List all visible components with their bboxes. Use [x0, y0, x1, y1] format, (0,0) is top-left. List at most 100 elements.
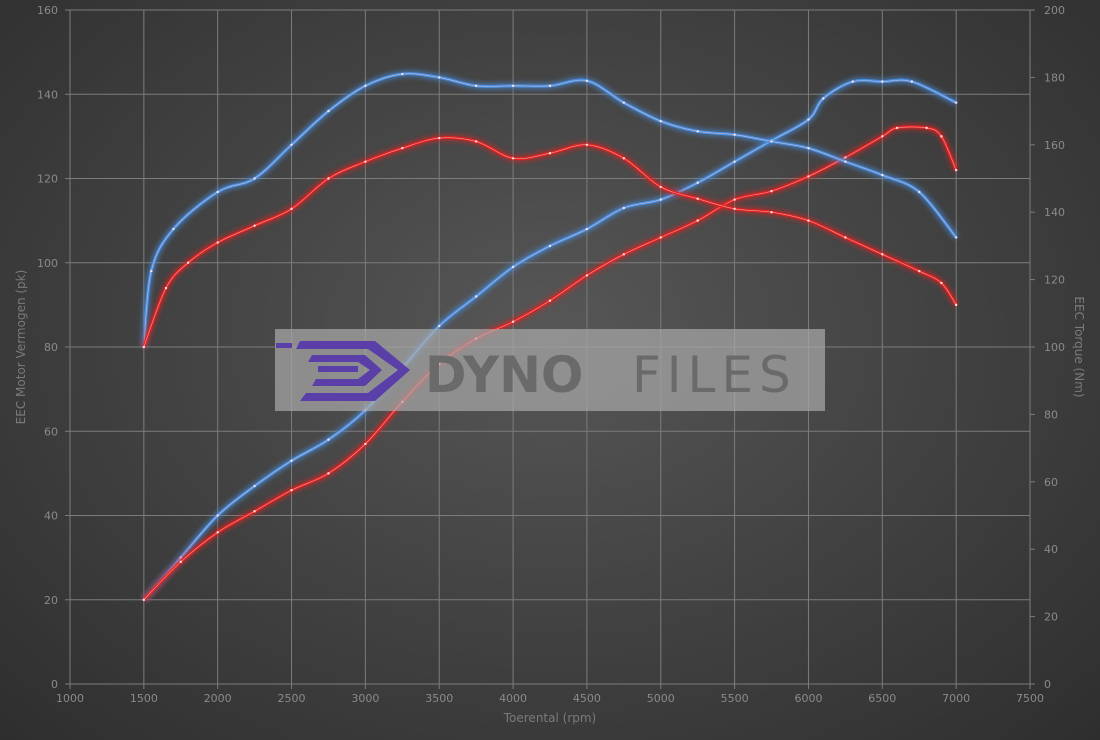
- y2-tick-label: 40: [1044, 543, 1058, 556]
- y-axis-label: EEC Motor Vermogen (pk): [14, 270, 28, 425]
- x-tick-label: 5000: [647, 692, 675, 705]
- y-tick-label: 80: [44, 341, 58, 354]
- y2-tick-label: 100: [1044, 341, 1065, 354]
- data-point: [150, 269, 153, 273]
- x-tick-label: 1500: [130, 692, 158, 705]
- data-point: [327, 177, 330, 180]
- y2-tick-label: 0: [1044, 678, 1051, 691]
- data-point: [696, 219, 699, 222]
- data-point: [179, 560, 182, 564]
- series-3-torque: [140, 134, 960, 349]
- data-point: [585, 143, 589, 146]
- data-point: [822, 97, 825, 100]
- data-point: [474, 84, 478, 88]
- series-core: [143, 73, 957, 348]
- x-tick-label: 2500: [278, 692, 306, 705]
- data-point: [940, 281, 943, 285]
- data-point: [327, 109, 330, 113]
- series-lines: [140, 70, 960, 603]
- x-tick-label: 3500: [425, 692, 453, 705]
- data-point: [216, 190, 219, 194]
- x-tick-label: 3000: [351, 692, 379, 705]
- data-point: [770, 140, 773, 143]
- data-point: [548, 299, 552, 302]
- data-point: [142, 598, 146, 601]
- data-point: [290, 143, 293, 146]
- data-point: [659, 236, 662, 239]
- data-point: [733, 133, 736, 136]
- y2-tick-label: 160: [1044, 139, 1065, 152]
- data-point: [733, 207, 736, 211]
- data-point: [659, 120, 662, 123]
- data-point: [807, 118, 810, 121]
- x-tick-label: 4000: [499, 692, 527, 705]
- data-point: [216, 241, 219, 244]
- data-point: [881, 253, 884, 256]
- data-point: [216, 514, 219, 517]
- data-point: [186, 261, 190, 264]
- data-point: [881, 173, 884, 177]
- y-tick-label: 0: [51, 678, 58, 691]
- data-point: [253, 484, 256, 488]
- data-point: [511, 265, 515, 269]
- x-tick-label: 1000: [56, 692, 84, 705]
- data-point: [327, 472, 330, 475]
- data-point: [585, 79, 589, 82]
- data-point: [438, 324, 441, 328]
- data-point: [511, 84, 515, 88]
- y2-tick-label: 140: [1044, 206, 1065, 219]
- data-point: [770, 189, 773, 193]
- data-point: [881, 80, 884, 83]
- x-axis-label: Toerental (rpm): [503, 711, 596, 725]
- data-point: [548, 244, 552, 248]
- series-line: [142, 72, 958, 348]
- data-point: [659, 185, 662, 189]
- data-point: [954, 168, 958, 172]
- data-point: [585, 274, 589, 277]
- x-tick-label: 4500: [573, 692, 601, 705]
- tick-labels: 1000 1500 2000 2500 3000 3500 4000 4500 5000 5500…: [37, 4, 1065, 705]
- data-point: [216, 531, 219, 534]
- y-tick-label: 100: [37, 257, 58, 270]
- data-point: [511, 157, 515, 160]
- data-point: [807, 175, 810, 178]
- y2-tick-label: 180: [1044, 71, 1065, 84]
- data-point: [696, 130, 699, 133]
- y2-tick-label: 200: [1044, 4, 1065, 17]
- y2-tick-label: 20: [1044, 611, 1058, 624]
- data-point: [327, 438, 330, 441]
- dynofiles-watermark: DYNO FILES: [275, 329, 825, 411]
- data-point: [844, 236, 847, 239]
- y-tick-label: 120: [37, 173, 58, 186]
- data-point: [474, 140, 478, 143]
- data-point: [401, 72, 404, 76]
- y-tick-label: 40: [44, 510, 58, 523]
- data-point: [807, 146, 810, 150]
- data-point: [881, 135, 884, 138]
- series-2-torque: [140, 70, 959, 349]
- y2-tick-label: 80: [1044, 408, 1058, 421]
- data-point: [954, 303, 958, 307]
- data-point: [364, 442, 367, 446]
- series-glow: [140, 70, 959, 348]
- data-point: [954, 236, 958, 239]
- data-point: [438, 76, 441, 79]
- dynofiles-logo-mark: [276, 341, 410, 401]
- data-point: [622, 101, 626, 104]
- data-point: [290, 489, 293, 492]
- y-tick-label: 20: [44, 594, 58, 607]
- data-point: [940, 135, 943, 138]
- y-tick-label: 160: [37, 4, 58, 17]
- x-tick-label: 6500: [868, 692, 896, 705]
- data-point: [733, 160, 736, 163]
- data-point: [253, 224, 256, 227]
- data-point: [844, 160, 847, 163]
- data-point: [851, 80, 854, 83]
- data-point: [918, 269, 921, 273]
- series-core: [143, 79, 957, 600]
- data-point: [290, 459, 293, 462]
- data-point: [401, 146, 404, 150]
- data-point: [474, 295, 478, 298]
- x-tick-label: 7000: [942, 692, 970, 705]
